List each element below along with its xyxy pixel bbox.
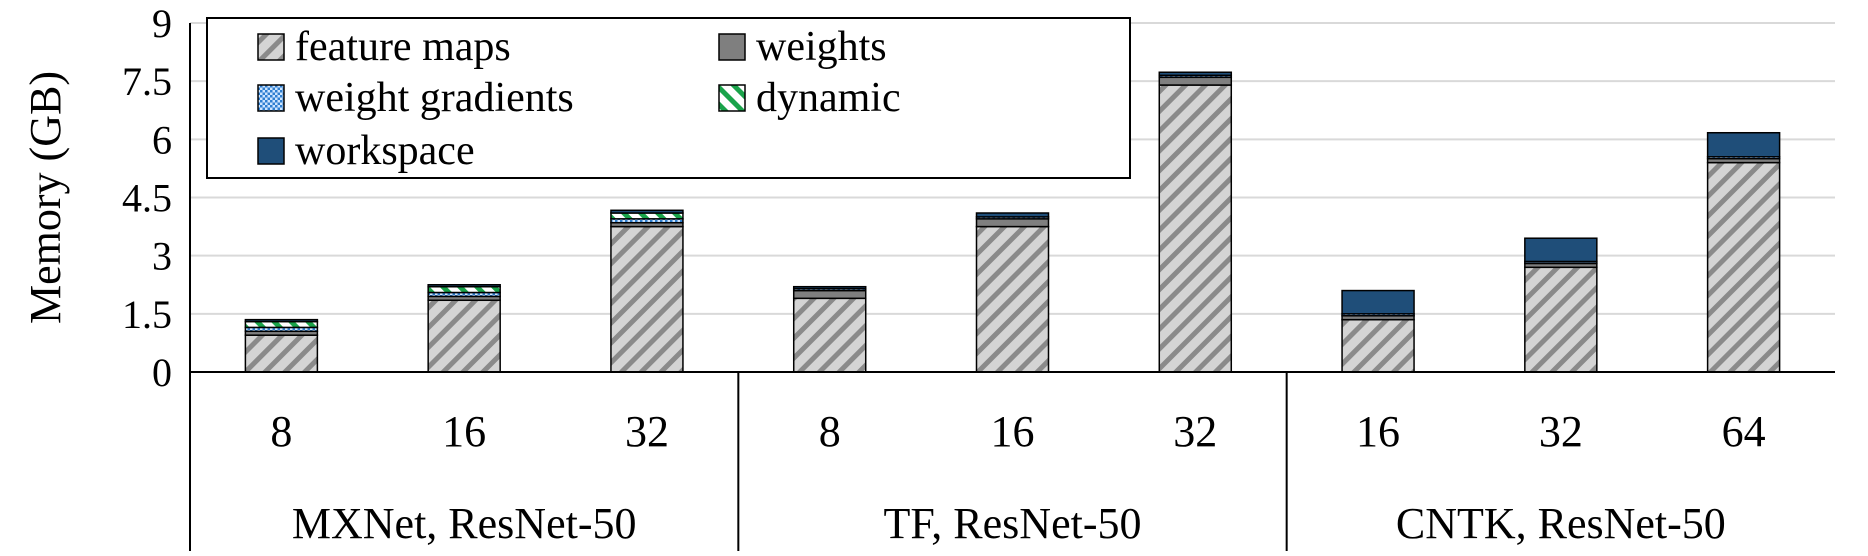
legend-swatch: [257, 84, 285, 112]
axes: 0 1.5 3 4.5 6 7.5 9 Memory (GB) MXNet, ResNet-50…: [21, 1, 1835, 551]
bar-segment-workspace: [1158, 71, 1233, 77]
x-tick-label: 8: [270, 407, 292, 456]
bar-segment-workspace: [244, 318, 319, 323]
bar-segment-feature-maps: [792, 297, 867, 373]
y-axis-title: Memory (GB): [21, 71, 70, 324]
x-tick-label: 32: [1173, 407, 1217, 456]
x-tick-label: 32: [1539, 407, 1583, 456]
legend-label: weight gradients: [295, 75, 574, 121]
legend-label: weights: [756, 24, 887, 70]
x-tick-label: 8: [819, 407, 841, 456]
y-tick-label: 9: [152, 1, 172, 46]
y-tick-label: 6: [152, 117, 172, 162]
bar-segment-workspace: [610, 209, 684, 214]
legend-label: dynamic: [756, 75, 901, 121]
legend-label: workspace: [295, 128, 475, 174]
y-tick-label: 1.5: [122, 292, 172, 337]
bar-segment-weights: [975, 218, 1050, 228]
bar-segment-workspace: [792, 285, 867, 290]
legend-swatch: [718, 84, 746, 112]
legend-frame: [206, 17, 1131, 179]
bars: [244, 71, 1781, 373]
bar-segment-feature-maps: [1706, 161, 1781, 373]
bar-segment-feature-maps: [427, 299, 501, 373]
bar-segment-weights: [792, 289, 867, 300]
x-tick-label: 64: [1722, 407, 1766, 456]
bar-segment-dynamic: [427, 285, 501, 294]
bar-segment-dynamic: [244, 320, 319, 329]
bar-segment-workspace: [427, 284, 501, 288]
legend-box: feature maps weights weight gradients dynam…: [206, 17, 1131, 179]
y-tick-label: 0: [152, 350, 172, 395]
bar-segment-feature-maps: [1158, 84, 1233, 373]
group-label: CNTK, ResNet-50: [1396, 499, 1726, 548]
x-tick-label: 16: [442, 407, 486, 456]
bar-segment-workspace: [1341, 289, 1415, 315]
legend-swatch: [718, 33, 746, 61]
bar-segment-workspace: [1524, 237, 1598, 263]
bar-segment-workspace: [1706, 131, 1781, 158]
bar-segment-feature-maps: [244, 334, 319, 373]
x-tick-label: 16: [991, 407, 1035, 456]
y-tick-label: 3: [152, 234, 172, 279]
y-tick-label: 4.5: [122, 176, 172, 221]
bar-segment-weights: [1158, 76, 1233, 86]
bar-segment-feature-maps: [1524, 266, 1598, 373]
y-tick-label: 7.5: [122, 59, 172, 104]
legend-swatch: [257, 33, 285, 61]
group-label: MXNet, ResNet-50: [292, 499, 637, 548]
legend-label: feature maps: [295, 24, 511, 70]
bar-segment-workspace: [975, 212, 1050, 218]
bar-segment-feature-maps: [610, 225, 684, 373]
legend: feature maps weights weight gradients dynam…: [206, 17, 1131, 179]
bar-segment-feature-maps: [975, 225, 1050, 373]
legend-swatch: [257, 137, 285, 165]
bar-segment-dynamic: [610, 212, 684, 220]
group-label: TF, ResNet-50: [883, 499, 1141, 548]
bar-segment-feature-maps: [1341, 318, 1415, 373]
x-tick-label: 32: [625, 407, 669, 456]
x-tick-label: 16: [1356, 407, 1400, 456]
